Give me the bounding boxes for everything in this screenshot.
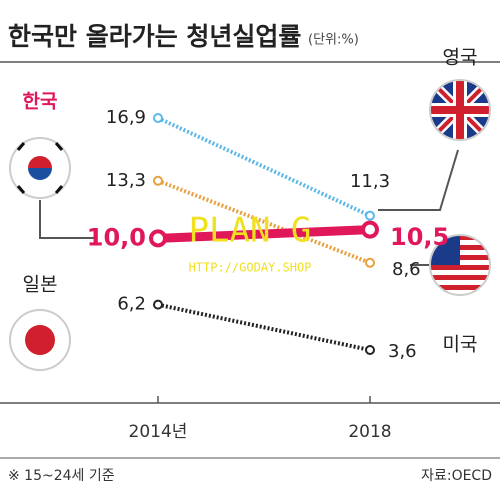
connector (39, 200, 95, 239)
point (365, 345, 375, 355)
x-tick-label: 2014년 (129, 422, 188, 442)
plot: 2014년 2018 16,9 11,3 영국 13,3 8,6 미국 10,0 10,5 한국 6,… (23, 47, 478, 443)
legend-label: 미국 (443, 334, 478, 356)
flag-japan (9, 309, 71, 371)
legend-label: 한국 (23, 91, 58, 113)
point (365, 210, 375, 221)
flag-korea (9, 137, 71, 199)
point (149, 229, 167, 248)
series-line (157, 116, 371, 218)
value-label: 6,2 (117, 294, 146, 315)
value-label: 10,5 (390, 223, 449, 251)
point (365, 257, 375, 268)
point (153, 113, 163, 123)
connector (378, 149, 459, 211)
value-label: 10,0 (87, 223, 146, 251)
watermark-title: PLAN G (189, 211, 312, 251)
point (153, 175, 163, 186)
flag-uk (429, 79, 491, 141)
series-line (153, 225, 375, 243)
chart-title: 한국만 올라가는 청년실업률 (8, 22, 301, 51)
legend-label: 영국 (443, 47, 478, 69)
unit: (단위:%) (308, 33, 359, 48)
flag-us (429, 234, 491, 296)
source: 자료:OECD (421, 468, 492, 484)
series-line (157, 178, 371, 265)
point (153, 299, 163, 310)
note: ※ 15~24세 기준 (8, 468, 115, 484)
legend-label: 일본 (23, 274, 58, 296)
value-label: 16,9 (106, 107, 146, 128)
value-label: 8,6 (392, 259, 421, 280)
value-label: 11,3 (350, 171, 390, 192)
value-label: 13,3 (106, 170, 146, 191)
x-tick-label: 2018 (348, 422, 391, 442)
value-label: 3,6 (388, 341, 417, 362)
point (361, 220, 379, 239)
series-line (157, 302, 371, 352)
watermark-url: HTTP://GODAY.SHOP (189, 261, 312, 275)
